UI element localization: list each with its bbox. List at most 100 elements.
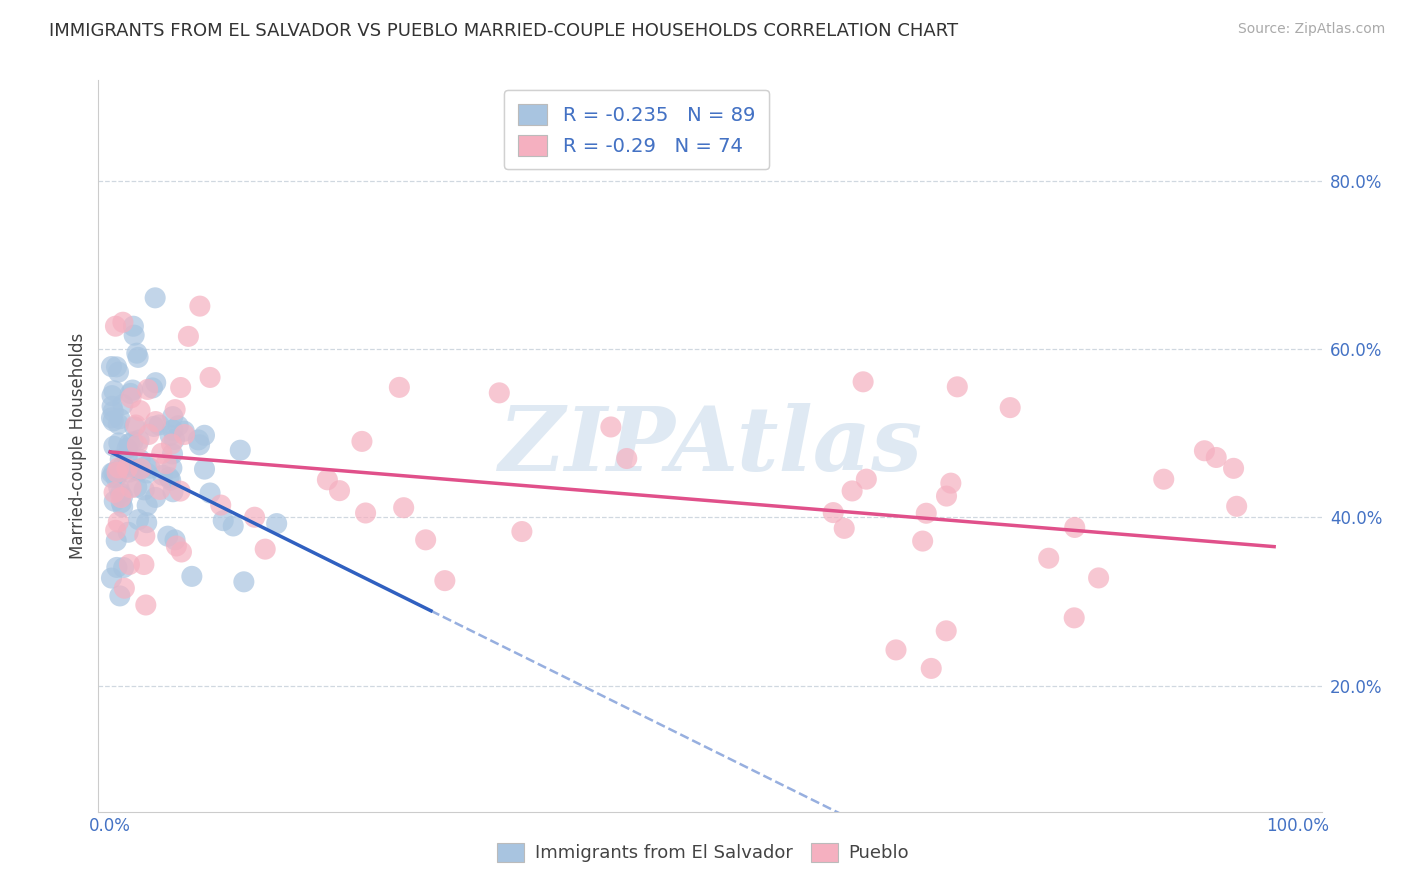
Point <box>112 560 135 574</box>
Point <box>122 319 145 334</box>
Point <box>163 433 186 447</box>
Y-axis label: Married-couple Households: Married-couple Households <box>69 333 87 559</box>
Point <box>156 529 179 543</box>
Point <box>128 464 150 478</box>
Point <box>111 398 134 412</box>
Point <box>1222 461 1244 475</box>
Point <box>100 410 122 425</box>
Point <box>150 446 173 460</box>
Point <box>136 383 159 397</box>
Point <box>101 466 124 480</box>
Point <box>159 428 181 442</box>
Point <box>125 463 148 477</box>
Point <box>118 558 141 572</box>
Point <box>155 457 177 471</box>
Point <box>128 433 150 447</box>
Point <box>124 420 146 434</box>
Point <box>1205 450 1227 465</box>
Point <box>167 418 190 433</box>
Point <box>165 402 187 417</box>
Point <box>170 545 193 559</box>
Legend: Immigrants from El Salvador, Pueblo: Immigrants from El Salvador, Pueblo <box>489 836 917 870</box>
Point <box>145 376 167 390</box>
Point <box>103 466 125 480</box>
Point <box>209 498 232 512</box>
Point <box>110 496 132 510</box>
Point <box>129 462 152 476</box>
Point <box>388 380 411 394</box>
Point <box>852 375 875 389</box>
Point <box>180 569 202 583</box>
Point <box>103 384 125 398</box>
Point <box>169 484 191 499</box>
Point <box>149 483 172 497</box>
Point <box>1194 443 1216 458</box>
Point <box>115 461 138 475</box>
Point <box>128 462 150 476</box>
Point <box>103 404 125 418</box>
Point <box>148 417 170 432</box>
Point <box>915 506 938 520</box>
Point <box>855 472 877 486</box>
Point <box>110 486 132 500</box>
Point <box>105 533 128 548</box>
Point <box>142 419 165 434</box>
Point <box>198 486 221 500</box>
Point <box>193 428 215 442</box>
Point <box>141 381 163 395</box>
Point <box>145 415 167 429</box>
Point <box>162 409 184 424</box>
Point <box>198 370 221 384</box>
Point <box>157 470 180 484</box>
Point <box>117 525 139 540</box>
Point <box>134 483 156 497</box>
Point <box>188 438 211 452</box>
Point <box>160 461 183 475</box>
Point <box>125 480 148 494</box>
Point <box>108 466 131 480</box>
Point <box>599 420 621 434</box>
Point <box>139 461 162 475</box>
Point <box>129 403 152 417</box>
Point <box>135 466 157 480</box>
Point <box>103 494 125 508</box>
Point <box>107 436 129 450</box>
Point <box>1087 571 1109 585</box>
Point <box>122 328 145 343</box>
Point <box>354 506 377 520</box>
Point <box>115 442 138 456</box>
Point <box>132 558 155 572</box>
Point <box>328 483 350 498</box>
Point <box>125 346 148 360</box>
Point <box>104 523 127 537</box>
Point <box>266 516 288 531</box>
Point <box>415 533 437 547</box>
Point <box>115 450 138 464</box>
Point <box>841 483 863 498</box>
Point <box>103 439 125 453</box>
Point <box>162 447 184 461</box>
Point <box>105 560 128 574</box>
Point <box>823 506 845 520</box>
Point <box>152 468 174 483</box>
Point <box>122 434 145 449</box>
Point <box>111 490 134 504</box>
Point <box>127 351 149 365</box>
Point <box>112 458 135 473</box>
Point <box>120 481 142 495</box>
Point <box>105 359 128 374</box>
Point <box>107 515 129 529</box>
Point <box>920 661 942 675</box>
Point <box>946 380 969 394</box>
Point <box>121 383 143 397</box>
Point <box>1063 520 1085 534</box>
Point <box>935 624 957 638</box>
Point <box>111 315 134 329</box>
Point <box>136 499 159 513</box>
Point <box>243 510 266 524</box>
Point <box>159 473 181 487</box>
Point <box>162 484 184 499</box>
Point <box>135 459 157 474</box>
Point <box>911 534 934 549</box>
Point <box>138 427 160 442</box>
